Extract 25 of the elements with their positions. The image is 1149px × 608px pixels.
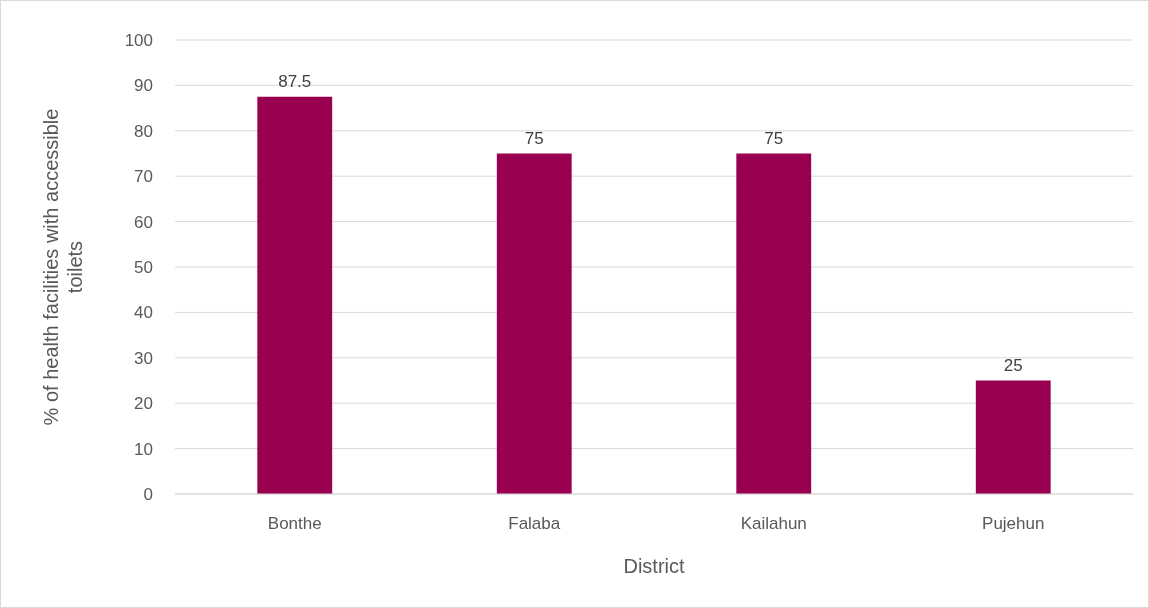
y-tick-label: 60 (134, 212, 153, 232)
y-tick-label: 100 (124, 30, 153, 50)
y-tick-label: 90 (134, 76, 153, 96)
y-tick-label: 50 (134, 257, 153, 277)
bar (257, 96, 333, 494)
bar (496, 153, 572, 494)
bar (975, 380, 1051, 494)
data-label: 75 (524, 128, 544, 148)
y-tick-label: 30 (134, 348, 153, 368)
x-axis-title: District (623, 555, 685, 577)
data-label: 75 (764, 128, 784, 148)
x-tick-label: Pujehun (982, 514, 1045, 533)
y-axis-title: % of health facilities with accessible toilets (40, 108, 86, 426)
x-tick-label: Falaba (508, 514, 561, 533)
y-tick-label: 0 (143, 484, 153, 504)
y-tick-label: 40 (134, 303, 153, 323)
x-tick-label: Kailahun (740, 514, 807, 533)
data-label: 87.5 (278, 71, 312, 91)
y-tick-label: 70 (134, 167, 153, 187)
bar (736, 153, 812, 494)
y-tick-label: 80 (134, 121, 153, 141)
x-tick-label: Bonthe (267, 514, 322, 533)
data-label: 25 (1003, 355, 1023, 375)
y-tick-label: 10 (134, 439, 153, 459)
y-tick-label: 20 (134, 394, 153, 414)
